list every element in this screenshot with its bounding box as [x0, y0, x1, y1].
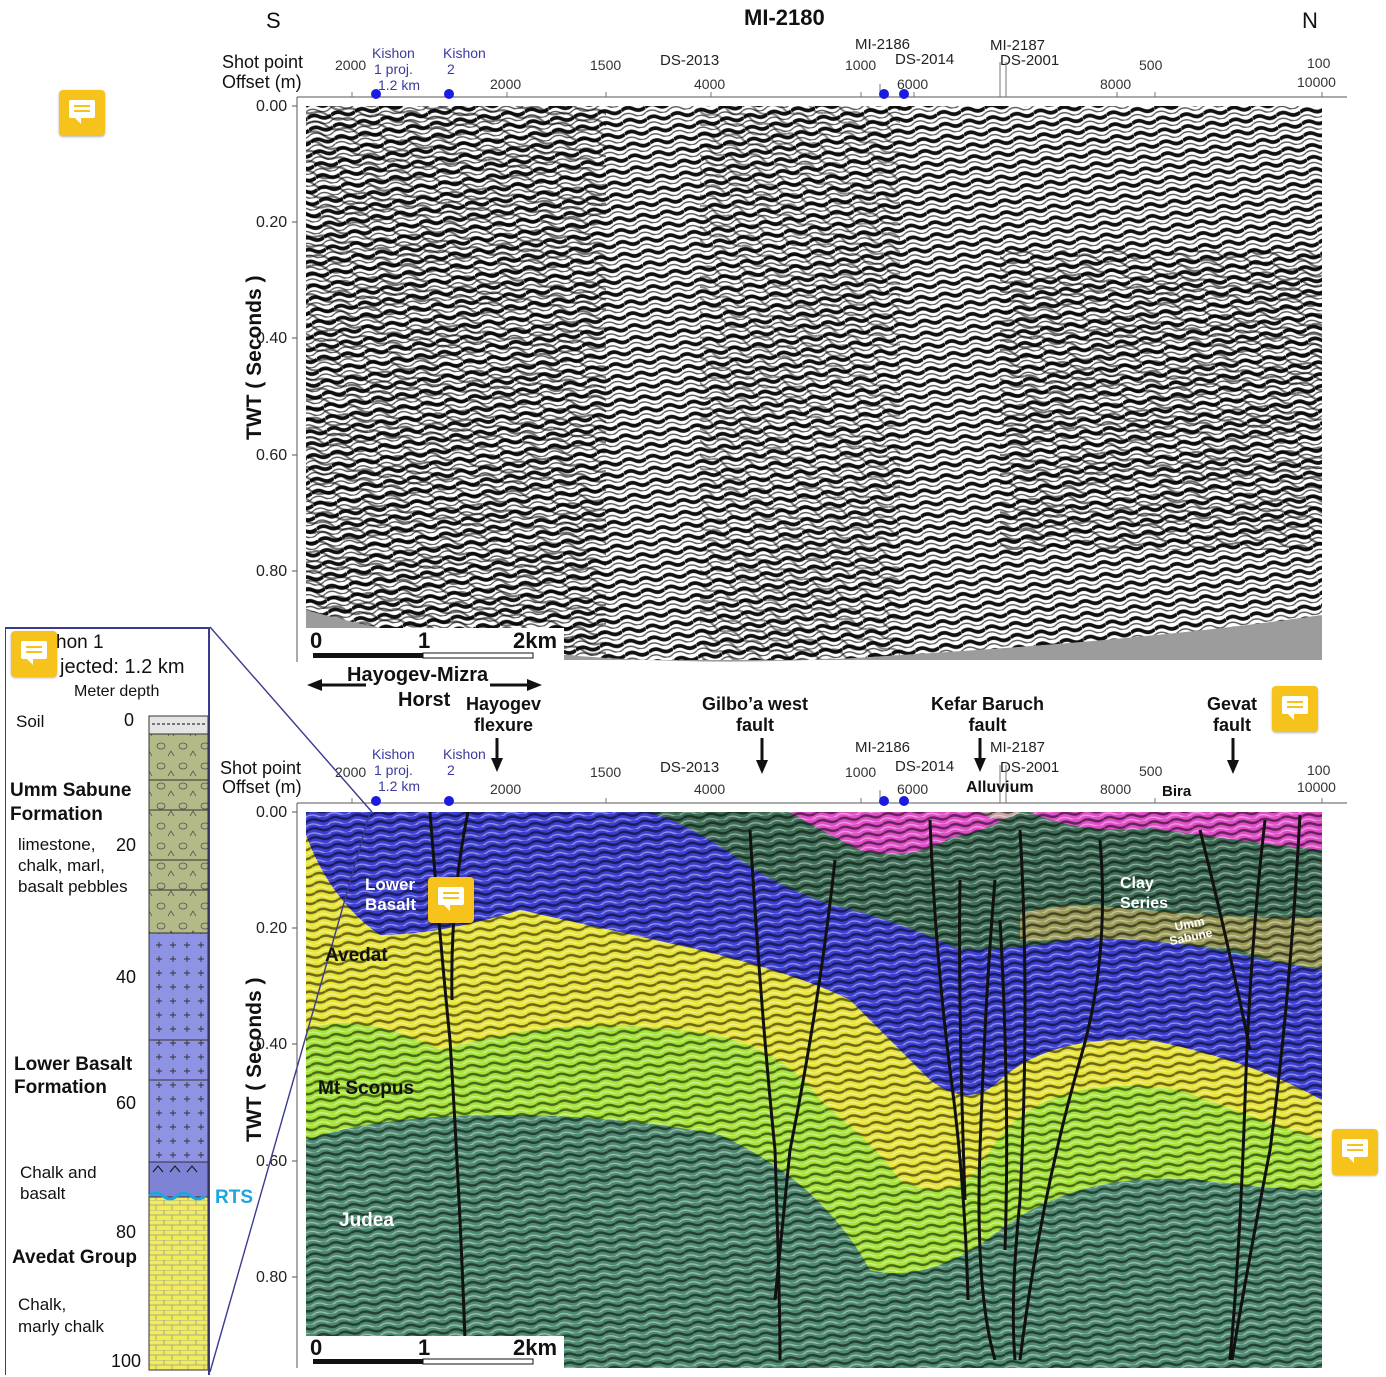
- horst-label-1: Hayogev-Mizra: [347, 664, 489, 686]
- crossing-line: DS-2001: [1000, 759, 1060, 776]
- shot-point-tick: 2000: [335, 764, 367, 780]
- fault-label-hayogev: Hayogev flexure: [466, 694, 542, 735]
- shot-point-tick: 1500: [590, 764, 622, 780]
- crossing-line: DS-2001: [1000, 52, 1060, 69]
- depth-tick: 20: [116, 835, 137, 855]
- offset-tick: 2000: [490, 76, 522, 92]
- well-log-panel: [5, 627, 210, 1375]
- well-log-subtitle: jected: 1.2 km: [60, 656, 185, 678]
- scale-two: 2km: [513, 628, 558, 653]
- log-chalk-basalt: Chalk and basalt: [20, 1163, 97, 1203]
- crossing-line: MI-2187: [990, 739, 1046, 756]
- log-formation-2: Formation: [14, 1077, 107, 1098]
- unit-alluvium: Alluvium: [966, 779, 1034, 796]
- offset-tick: 6000: [897, 76, 929, 92]
- offset-label: Offset (m): [222, 777, 302, 797]
- depth-tick: 80: [116, 1222, 137, 1242]
- crossing-line: DS-2013: [660, 759, 720, 776]
- offset-label: Offset (m): [222, 72, 302, 92]
- crossing-line: DS-2013: [660, 52, 720, 69]
- scale-zero: 0: [310, 1335, 323, 1360]
- shot-point-tick: 500: [1139, 763, 1163, 779]
- north-label: N: [1302, 8, 1318, 33]
- log-soil: Soil: [16, 712, 45, 731]
- unit-avedat: Avedat: [325, 945, 388, 966]
- y-axis-title: TWT ( Seconds ): [243, 275, 266, 441]
- unit-lower-basalt: Lower Basalt: [365, 875, 417, 914]
- crossing-line: MI-2186: [855, 739, 911, 756]
- y-axis-title: TWT ( Seconds ): [243, 977, 266, 1143]
- y-tick: 0.80: [256, 563, 288, 580]
- log-lower-basalt: Lower Basalt: [14, 1054, 133, 1075]
- y-tick: 0.60: [256, 447, 288, 464]
- horst-label-2: Horst: [398, 689, 451, 711]
- well-kishon-1: Kishon 1 proj. 1.2 km: [372, 45, 421, 93]
- unit-umm-sabune: Umm Sabune: [1168, 913, 1214, 949]
- log-avedat-description: Chalk, marly chalk: [18, 1295, 104, 1336]
- unit-mt-scopus: Mt Scopus: [318, 1078, 415, 1099]
- comment-note-icon[interactable]: [59, 90, 105, 136]
- comment-note-icon[interactable]: [428, 877, 474, 923]
- shot-point-tick: 500: [1139, 57, 1163, 73]
- south-label: S: [266, 8, 281, 33]
- offset-tick: 8000: [1100, 781, 1132, 797]
- crossing-line: MI-2187: [990, 37, 1046, 54]
- log-rts: RTS: [215, 1187, 253, 1208]
- shot-point-tick: 100: [1307, 55, 1331, 71]
- fault-label-kefar-baruch: Kefar Baruch fault: [931, 694, 1045, 735]
- section-title: MI-2180: [744, 5, 825, 30]
- depth-tick: 0: [124, 710, 135, 730]
- offset-tick: 10000: [1297, 74, 1336, 90]
- shot-point-label: Shot point: [220, 758, 302, 778]
- y-tick: 0.00: [256, 804, 288, 821]
- well-kishon-1: Kishon 1 proj. 1.2 km: [372, 746, 421, 794]
- unit-clay-series: Clay Series: [1120, 875, 1169, 912]
- log-avedat-group: Avedat Group: [12, 1247, 137, 1268]
- comment-note-icon[interactable]: [1272, 686, 1318, 732]
- y-tick: 0.40: [256, 1036, 288, 1053]
- shot-point-tick: 100: [1307, 762, 1331, 778]
- offset-tick: 8000: [1100, 76, 1132, 92]
- offset-tick: 4000: [694, 76, 726, 92]
- comment-note-icon[interactable]: [11, 631, 57, 677]
- crossing-line: DS-2014: [895, 758, 955, 775]
- y-tick: 0.20: [256, 920, 288, 937]
- fault-label-gilboa: Gilbo’a west fault: [702, 694, 809, 735]
- offset-tick: 10000: [1297, 779, 1336, 795]
- depth-label: Meter depth: [74, 683, 160, 700]
- shot-point-tick: 2000: [335, 57, 367, 73]
- log-umm-description: limestone, chalk, marl, basalt pebbles: [18, 835, 128, 896]
- y-tick: 0.60: [256, 1153, 288, 1170]
- well-kishon-2: Kishon 2: [443, 746, 486, 778]
- scale-two: 2km: [513, 1335, 558, 1360]
- depth-tick: 40: [116, 967, 137, 987]
- offset-tick: 4000: [694, 781, 726, 797]
- unit-bira: Bira: [1162, 783, 1192, 800]
- well-kishon-2: Kishon 2: [443, 45, 486, 77]
- well-log-title: hon 1: [56, 632, 104, 653]
- shot-point-label: Shot point: [222, 52, 304, 72]
- y-tick: 0.20: [256, 214, 288, 231]
- shot-point-tick: 1000: [845, 57, 877, 73]
- unit-judea: Judea: [339, 1210, 394, 1231]
- offset-tick: 6000: [897, 781, 929, 797]
- shot-point-tick: 1000: [845, 764, 877, 780]
- depth-tick: 60: [116, 1093, 137, 1113]
- crossing-line: DS-2014: [895, 51, 955, 68]
- scale-zero: 0: [310, 628, 323, 653]
- fault-label-gevat: Gevat fault: [1207, 694, 1258, 735]
- log-formation-1: Formation: [10, 804, 103, 825]
- scale-one: 1: [418, 628, 431, 653]
- scale-one: 1: [418, 1335, 431, 1360]
- y-tick: 0.00: [256, 98, 288, 115]
- comment-note-icon[interactable]: [1332, 1129, 1378, 1175]
- log-umm-sabune: Umm Sabune: [10, 780, 132, 801]
- crossing-line: MI-2186: [855, 36, 911, 53]
- y-tick: 0.80: [256, 1269, 288, 1286]
- shot-point-tick: 1500: [590, 57, 622, 73]
- depth-tick: 100: [111, 1351, 142, 1371]
- y-tick: 0.40: [256, 330, 288, 347]
- offset-tick: 2000: [490, 781, 522, 797]
